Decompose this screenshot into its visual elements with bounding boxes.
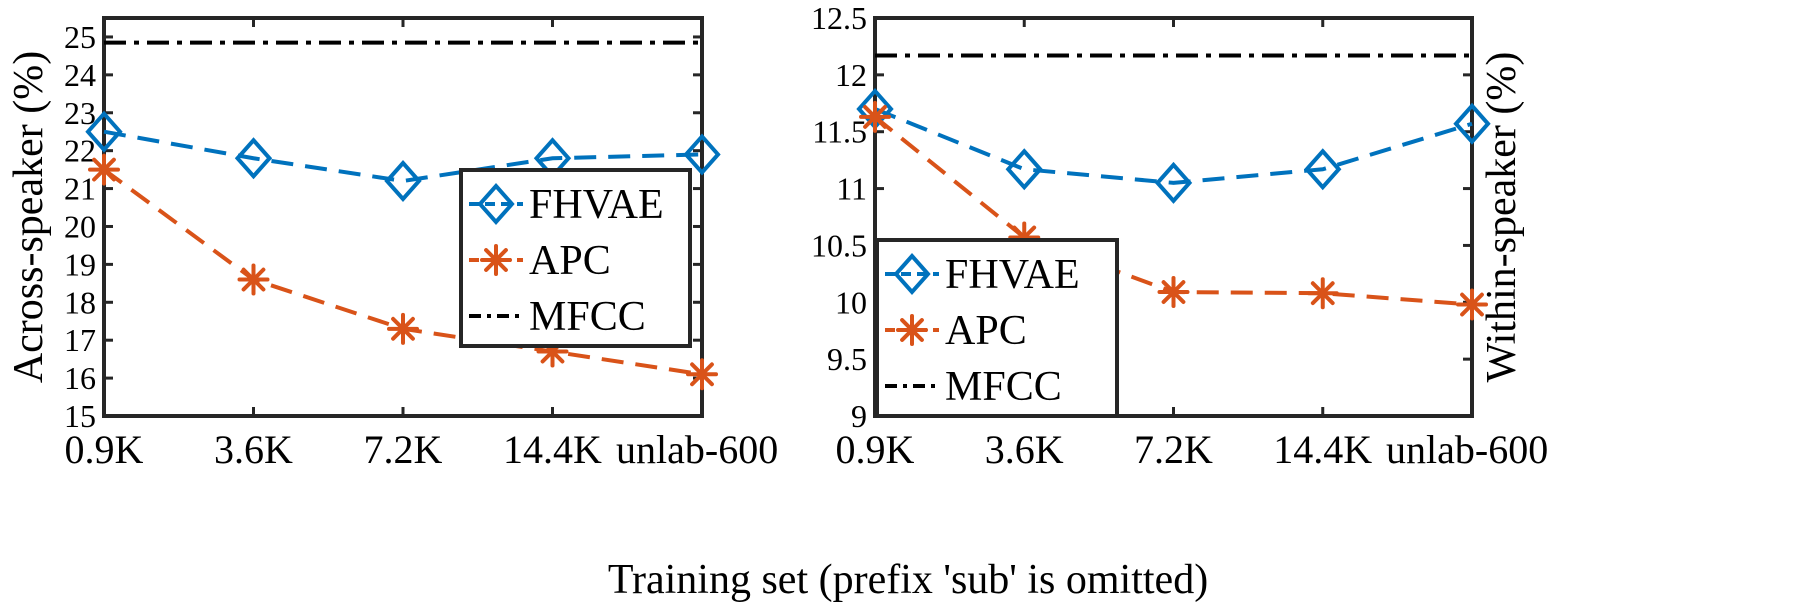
y-tick-label: 19 <box>64 246 96 282</box>
y-tick-label: 12.5 <box>811 0 867 36</box>
fhvae-point <box>85 110 123 153</box>
legend-marker-apc <box>480 244 512 276</box>
x-tick-label: unlab-600 <box>1386 427 1548 472</box>
y-tick-label: 17 <box>64 322 96 358</box>
right-chart-within-speaker: 9 9.5 10 10.5 11 11.5 12 12.5 0.9K 3.6K 7.2K 14.4K u… <box>811 0 1548 472</box>
series-fhvae <box>856 87 1491 204</box>
y-tick-label: 23 <box>64 95 96 131</box>
legend-label-mfcc: MFCC <box>529 294 646 340</box>
apc-point <box>387 312 419 345</box>
y-tick-label: 10 <box>835 284 867 320</box>
legend-label-mfcc: MFCC <box>945 364 1062 410</box>
y-tick-label: 11.5 <box>812 114 867 150</box>
legend-label-apc: APC <box>945 308 1027 354</box>
fhvae-point <box>234 137 273 180</box>
legend-label-fhvae: FHVAE <box>945 252 1080 298</box>
fhvae-point <box>1453 102 1491 145</box>
legend-marker-apc <box>896 314 928 346</box>
plot-area-frame <box>102 16 704 418</box>
x-tick-label: 7.2K <box>364 427 443 472</box>
legend-marker-fhvae <box>893 252 931 296</box>
x-tick-label: 14.4K <box>1273 427 1372 472</box>
x-tick-label: 14.4K <box>503 427 602 472</box>
x-tick-label: 0.9K <box>65 427 144 472</box>
y-tick-label: 10.5 <box>811 227 867 263</box>
y-tick-label: 25 <box>64 19 96 55</box>
y-tick-label: 16 <box>64 360 96 396</box>
y-tick-label: 21 <box>64 171 96 207</box>
apc-point <box>1456 288 1488 321</box>
fhvae-point <box>1005 148 1043 191</box>
fhvae-point <box>1154 161 1193 204</box>
fhvae-point <box>384 159 422 203</box>
y-tick-label: 12 <box>835 57 867 93</box>
x-tick-label: 3.6K <box>985 427 1064 472</box>
apc-point <box>686 358 718 391</box>
fhvae-line <box>874 107 1473 185</box>
y-tick-label: 9.5 <box>827 341 867 377</box>
x-tick-label: 3.6K <box>214 427 293 472</box>
y-tick-label: 9 <box>851 398 867 434</box>
y-tick-label: 22 <box>64 133 96 169</box>
y-axis-label: Within-speaker (%) <box>1479 52 1525 383</box>
apc-point <box>1306 277 1339 310</box>
y-tick-label: 20 <box>64 208 96 244</box>
apc-point <box>1157 276 1190 309</box>
x-axis-label: Training set (prefix 'sub' is omitted) <box>608 557 1208 603</box>
plot-area-frame <box>873 16 1474 418</box>
series-apc <box>88 153 718 391</box>
y-tick-label: 15 <box>64 398 96 434</box>
y-axis-label: Across-speaker (%) <box>6 51 52 383</box>
legend-label-fhvae: FHVAE <box>529 182 664 228</box>
fhvae-point <box>1304 148 1342 191</box>
fhvae-point <box>683 133 721 176</box>
y-tick-label: 18 <box>64 284 96 320</box>
x-tick-label: unlab-600 <box>616 427 778 472</box>
y-tick-label: 11 <box>836 171 867 207</box>
legend-marker-fhvae <box>477 182 515 226</box>
apc-point <box>88 153 120 186</box>
apc-point <box>859 100 891 133</box>
y-tick-label: 24 <box>64 57 96 93</box>
legend: FHVAE APC MFCC <box>875 238 1119 418</box>
x-tick-label: 0.9K <box>836 427 915 472</box>
legend: FHVAE APC MFCC <box>459 168 692 348</box>
legend-label-apc: APC <box>529 238 611 284</box>
apc-point <box>237 263 270 296</box>
x-tick-label: 7.2K <box>1134 427 1213 472</box>
